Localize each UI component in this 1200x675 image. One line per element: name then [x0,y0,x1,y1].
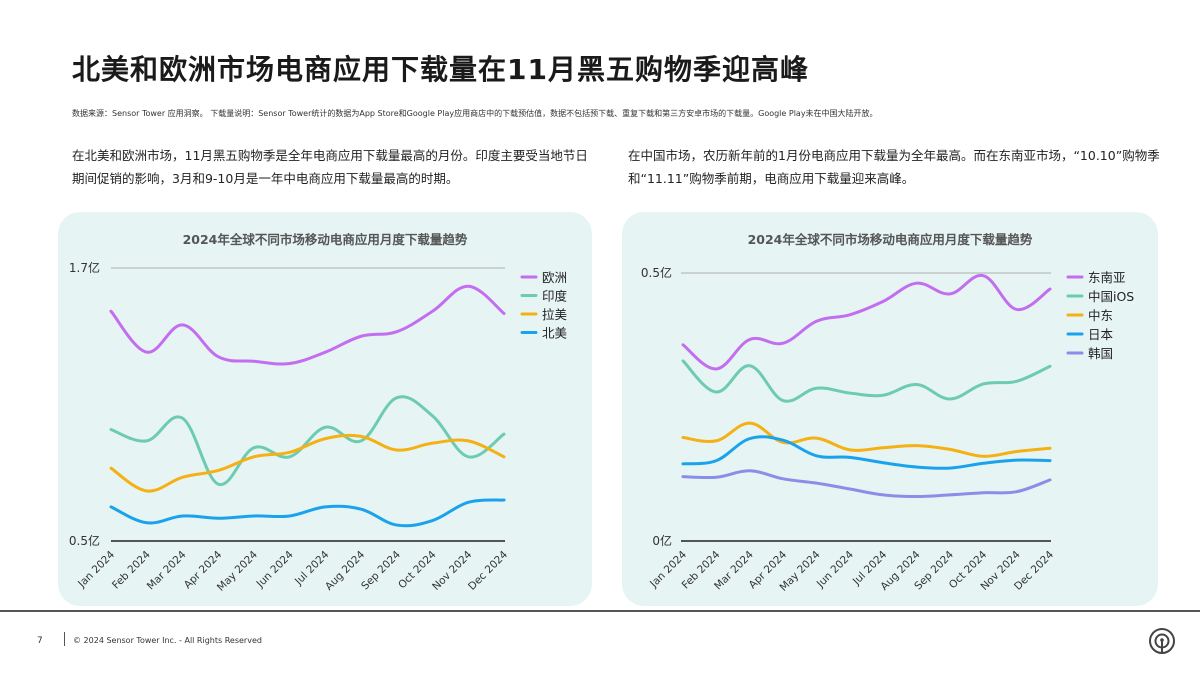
page-title: 北美和欧洲市场电商应用下载量在11月黑五购物季迎高峰 [72,53,809,86]
legend-label: 北美 [542,326,567,341]
series-line-东南亚 [681,274,1052,371]
x-tick-label: Jun 2024 [814,548,856,590]
y-tick-label: 0.5亿 [69,533,100,548]
y-tick-label: 0亿 [652,533,672,548]
right-chart-title: 2024年全球不同市场移动电商应用月度下载量趋势 [747,232,1033,247]
legend-label: 中国iOS [1088,289,1134,304]
footer-separator [64,632,65,646]
left-description: 在北美和欧洲市场，11月黑五购物季是全年电商应用下载量最高的月份。印度主要受当地… [72,148,588,186]
series-line-中东 [681,421,1052,458]
series-line-韩国 [681,469,1052,499]
legend-label: 印度 [542,289,568,304]
series-line-中国iOS [681,359,1052,403]
y-tick-label: 0.5亿 [641,265,672,280]
legend-label: 中东 [1088,308,1113,323]
legend-label: 欧洲 [542,270,567,285]
left-chart-title: 2024年全球不同市场移动电商应用月度下载量趋势 [182,232,468,247]
legend-label: 拉美 [542,307,567,322]
series-line-北美 [109,498,506,528]
right-description: 在中国市场，农历新年前的1月份电商应用下载量为全年最高。而在东南亚市场，“10.… [628,148,1160,186]
x-tick-label: Dec 2024 [466,548,510,592]
legend-label: 日本 [1088,327,1114,342]
data-source-note: 数据来源：Sensor Tower 应用洞察。 下载量说明：Sensor Tow… [72,109,878,118]
series-line-欧洲 [109,284,506,366]
y-tick-label: 1.7亿 [69,260,100,275]
legend-label: 韩国 [1088,346,1113,361]
x-tick-label: Sep 2024 [359,548,403,592]
series-line-日本 [681,435,1052,470]
copyright: © 2024 Sensor Tower Inc. - All Rights Re… [73,636,262,645]
legend-label: 东南亚 [1088,270,1126,285]
x-tick-label: Mar 2024 [145,548,189,592]
series-line-拉美 [109,433,506,493]
x-tick-label: Jun 2024 [254,548,296,590]
sensor-tower-logo-icon [1149,628,1175,654]
page-number: 7 [37,636,43,646]
footer-divider [0,610,1200,612]
